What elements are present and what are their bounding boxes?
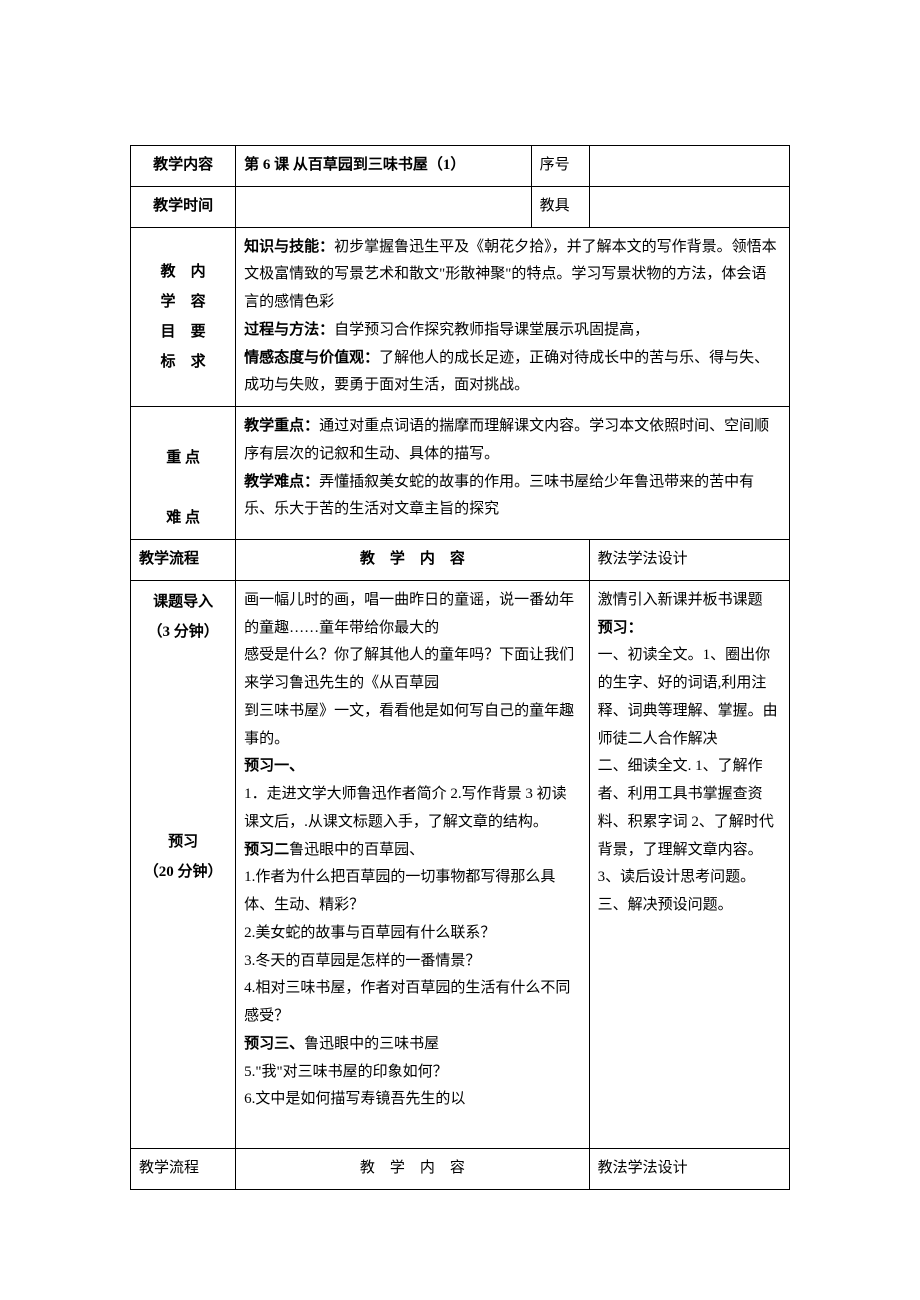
serial-value: [589, 146, 789, 187]
objectives-label: 教 内 学 容 目 要 标 求: [131, 227, 236, 407]
intro-c1: 画一幅儿时的画，唱一曲昨日的童谣，说一番幼年的童趣……童年带给你最大的: [244, 592, 574, 636]
knowledge-label: 知识与技能：: [244, 239, 334, 255]
table-row: 教学流程 教 学 内 容 教法学法设计: [131, 540, 790, 581]
preview2-title: 鲁迅眼中的百草园、: [289, 842, 424, 858]
obj-l3: 目: [161, 324, 176, 340]
focus-content: 教学重点：通过对重点词语的揣摩而理解课文内容。学习本文依照时间、空间顺序有层次的…: [236, 407, 790, 540]
flow-stage-labels: 课题导入 （3 分钟） 预习 （20 分钟）: [131, 580, 236, 1148]
obj-r4: 求: [191, 354, 206, 370]
obj-l4: 标: [161, 354, 176, 370]
preview2-q1: 1.作者为什么把百草园的一切事物都写得那么具体、生动、精彩？: [244, 869, 555, 913]
teaching-content-label: 教学内容: [131, 146, 236, 187]
focus-label: 重 点 难 点: [131, 407, 236, 540]
intro-label: 课题导入: [153, 594, 213, 610]
lesson-plan-table: 教学内容 第 6 课 从百草园到三味书屋（1） 序号 教学时间 教具 教 内 学…: [130, 145, 790, 1190]
preview-method-label: 预习：: [598, 620, 643, 636]
preview3-title: 鲁迅眼中的三味书屋: [304, 1036, 439, 1052]
teaching-flow-label: 教学流程: [131, 540, 236, 581]
preview3-label: 预习三、: [244, 1036, 304, 1052]
preview2-q3: 3.冬天的百草园是怎样的一番情景？: [244, 953, 480, 969]
preview1-1: 1．走进文学大师鲁迅作者简介 2.写作背景 3 初读课文后，.从课文标题入手，了…: [244, 786, 567, 830]
difficulty-text: 弄懂插叙美女蛇的故事的作用。三味书屋给少年鲁迅带来的苦中有乐、乐大于苦的生活对文…: [244, 474, 754, 518]
key-text: 通过对重点词语的揣摩而理解课文内容。学习本文依照时间、空间顺序有层次的记叙和生动…: [244, 418, 769, 462]
table-row: 教学时间 教具: [131, 186, 790, 227]
teaching-time-label: 教学时间: [131, 186, 236, 227]
focus-l1: 重 点: [166, 450, 200, 466]
preview2-label: 预习二: [244, 842, 289, 858]
preview-m2: 二、细读全文. 1、了解作者、利用工具书掌握查资料、积累字词 2、了解时代背景，…: [598, 758, 774, 913]
flow-method: 激情引入新课并板书课题 预习： 一、初读全文。1、圈出你的生字、好的词语,利用注…: [589, 580, 789, 1148]
tools-label: 教具: [531, 186, 589, 227]
preview3-q6: 6.文中是如何描写寿镜吾先生的以: [244, 1091, 465, 1107]
preview2-q4: 4.相对三味书屋，作者对百草园的生活有什么不同感受？: [244, 980, 570, 1024]
lesson-title: 第 6 课 从百草园到三味书屋（1）: [236, 146, 531, 187]
preview2-q2: 2.美女蛇的故事与百草园有什么联系？: [244, 925, 495, 941]
preview3-q5: 5."我"对三味书屋的印象如何？: [244, 1064, 448, 1080]
table-row: 课题导入 （3 分钟） 预习 （20 分钟） 画一幅儿时的画，唱一曲昨日的童谣，…: [131, 580, 790, 1148]
focus-l2: 难 点: [166, 510, 200, 526]
preview-label-left: 预习: [168, 834, 198, 850]
content-header-2: 教 学 内 容: [236, 1148, 590, 1189]
table-row: 教 内 学 容 目 要 标 求 知识与技能：初步掌握鲁迅生平及《朝花夕拾》，并了…: [131, 227, 790, 407]
intro-time: （3 分钟）: [147, 624, 218, 640]
table-row: 重 点 难 点 教学重点：通过对重点词语的揣摩而理解课文内容。学习本文依照时间、…: [131, 407, 790, 540]
method-header-2: 教法学法设计: [589, 1148, 789, 1189]
intro-method: 激情引入新课并板书课题: [598, 592, 763, 608]
objectives-content: 知识与技能：初步掌握鲁迅生平及《朝花夕拾》，并了解本文的写作背景。领悟本文极富情…: [236, 227, 790, 407]
flow-content: 画一幅儿时的画，唱一曲昨日的童谣，说一番幼年的童趣……童年带给你最大的 感受是什…: [236, 580, 590, 1148]
obj-r3: 要: [191, 324, 206, 340]
emotion-label: 情感态度与价值观：: [244, 350, 379, 366]
preview-m1: 一、初读全文。1、圈出你的生字、好的词语,利用注释、词典等理解、掌握。由师徒二人…: [598, 647, 778, 746]
process-label: 过程与方法：: [244, 322, 334, 338]
tools-value: [589, 186, 789, 227]
intro-c3: 到三味书屋》一文，看看他是如何写自己的童年趣事的。: [244, 703, 574, 747]
difficulty-label: 教学难点：: [244, 474, 319, 490]
table-row: 教学内容 第 6 课 从百草园到三味书屋（1） 序号: [131, 146, 790, 187]
intro-c2: 感受是什么？你了解其他人的童年吗？下面让我们来学习鲁迅先生的《从百草园: [244, 647, 574, 691]
obj-r1: 内: [191, 264, 206, 280]
teaching-time-value: [236, 186, 531, 227]
obj-l2: 学: [161, 294, 176, 310]
teaching-flow-label-2: 教学流程: [131, 1148, 236, 1189]
content-header: 教 学 内 容: [236, 540, 590, 581]
obj-l1: 教: [161, 264, 176, 280]
key-label: 教学重点：: [244, 418, 319, 434]
serial-label: 序号: [531, 146, 589, 187]
obj-r2: 容: [191, 294, 206, 310]
preview-time: （20 分钟）: [144, 864, 223, 880]
preview1-label: 预习一、: [244, 758, 304, 774]
table-row: 教学流程 教 学 内 容 教法学法设计: [131, 1148, 790, 1189]
process-text: 自学预习合作探究教师指导课堂展示巩固提高，: [334, 322, 649, 338]
method-header: 教法学法设计: [589, 540, 789, 581]
